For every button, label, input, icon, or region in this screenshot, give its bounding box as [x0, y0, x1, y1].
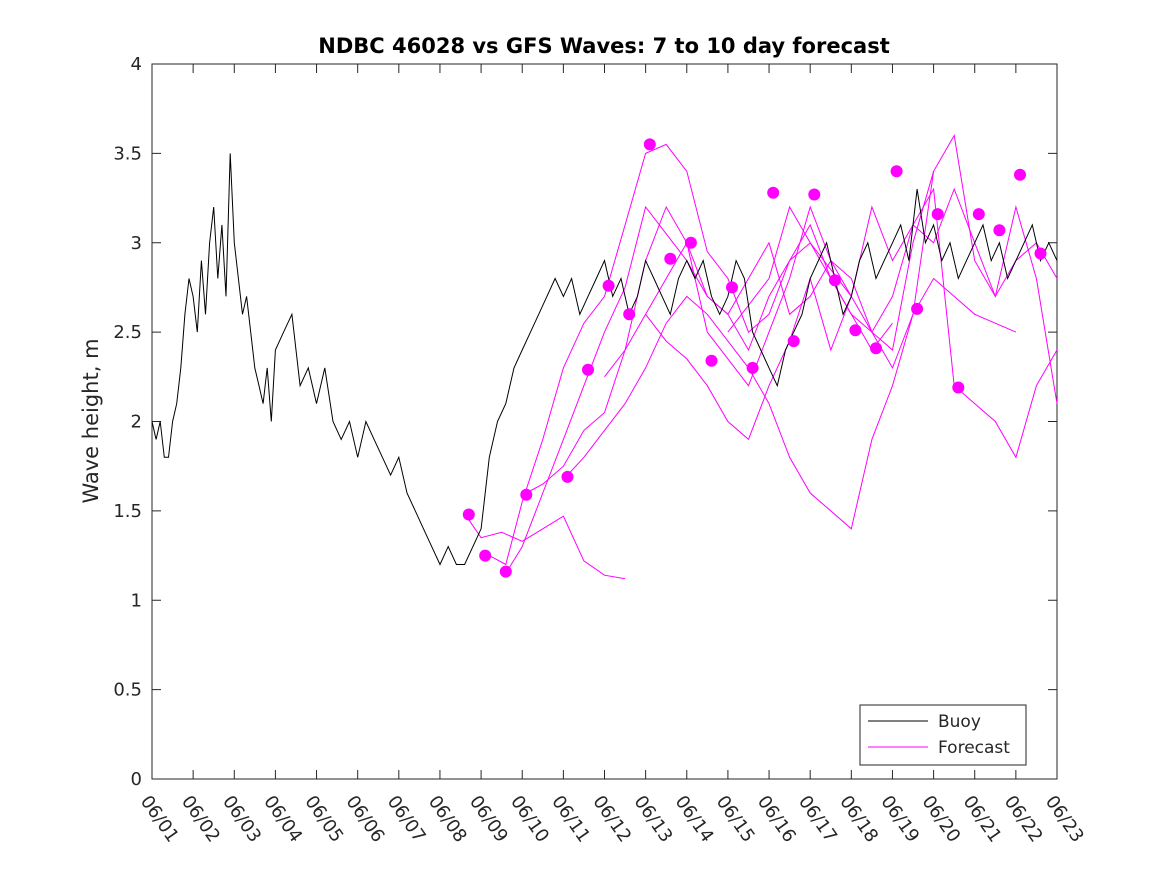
forecast-marker	[705, 354, 718, 367]
legend-forecast-label: Forecast	[938, 738, 1010, 758]
forecast-marker	[952, 381, 965, 394]
forecast-marker	[890, 165, 903, 178]
forecast-marker	[664, 252, 677, 265]
forecast-marker	[582, 363, 594, 376]
y-tick-label: 1	[131, 590, 142, 611]
forecast-line	[727, 187, 1058, 459]
forecast-marker	[1014, 168, 1026, 181]
forecast-marker	[767, 186, 780, 199]
plot-area	[151, 63, 1058, 780]
y-tick-label: 0	[131, 769, 142, 790]
y-axis-ticks: 0 0.5 1 1.5 2 2.5 3 3.5 4	[113, 54, 1057, 790]
legend: Buoy Forecast	[859, 704, 1027, 766]
forecast-marker	[787, 335, 800, 348]
y-tick-label: 2	[131, 412, 142, 433]
forecast-marker	[808, 188, 821, 201]
forecast-marker	[643, 138, 656, 151]
forecast-markers	[462, 138, 1047, 578]
forecast-marker	[1034, 247, 1047, 260]
y-tick-label: 0.5	[113, 680, 142, 701]
y-tick-label: 3.5	[113, 143, 142, 164]
legend-buoy-label: Buoy	[938, 712, 981, 732]
forecast-marker	[931, 208, 944, 221]
forecast-marker	[684, 236, 697, 249]
y-tick-label: 3	[131, 233, 142, 254]
forecast-series	[468, 134, 1058, 580]
forecast-marker	[972, 208, 985, 221]
legend-box	[859, 704, 1027, 766]
y-tick-label: 1.5	[113, 501, 142, 522]
forecast-marker	[849, 324, 862, 337]
forecast-marker	[623, 308, 636, 321]
forecast-marker	[726, 281, 738, 294]
forecast-marker	[828, 274, 841, 287]
forecast-marker	[870, 342, 882, 355]
y-tick-label: 2.5	[113, 322, 142, 343]
y-tick-label: 4	[131, 54, 142, 75]
buoy-series	[151, 153, 1058, 566]
forecast-marker	[479, 549, 492, 562]
y-axis-label: Wave height, m	[79, 338, 103, 503]
forecast-marker	[499, 565, 512, 578]
forecast-line	[505, 205, 893, 574]
forecast-marker	[462, 508, 475, 521]
buoy-line	[151, 153, 1058, 566]
forecast-line	[468, 515, 626, 580]
forecast-marker	[520, 488, 533, 501]
forecast-marker	[561, 470, 574, 483]
forecast-marker	[911, 302, 924, 315]
forecast-line	[526, 171, 935, 494]
forecast-marker	[602, 279, 615, 292]
forecast-marker	[746, 361, 759, 374]
chart-title: NDBC 46028 vs GFS Waves: 7 to 10 day for…	[318, 34, 889, 58]
forecast-marker	[993, 224, 1006, 237]
forecast-line	[567, 277, 1017, 530]
